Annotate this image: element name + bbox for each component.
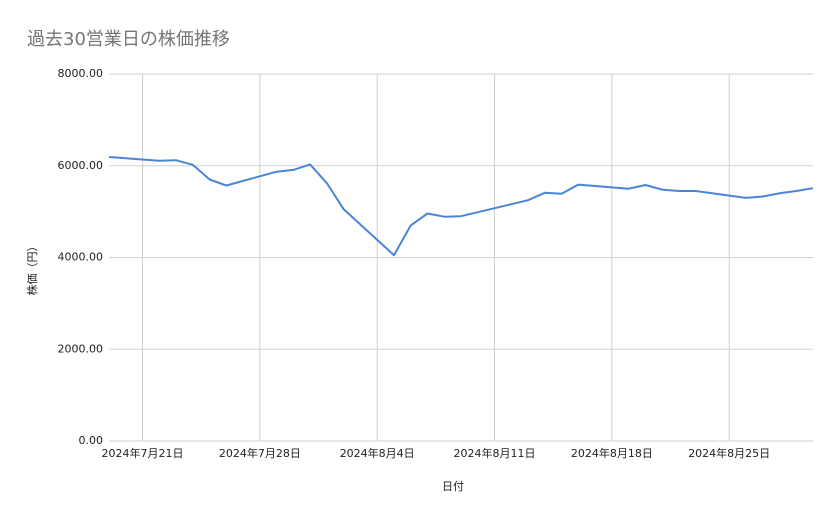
- chart-title: 過去30営業日の株価推移: [27, 29, 230, 50]
- y-tick-label: 0.00: [79, 434, 104, 447]
- y-tick-label: 2000.00: [58, 342, 104, 355]
- data-line: [108, 156, 814, 257]
- x-axis-label: 日付: [442, 480, 464, 493]
- x-tick-label: 2024年7月28日: [219, 446, 301, 460]
- y-tick-label: 4000.00: [58, 251, 104, 264]
- x-tick-label: 2024年8月25日: [688, 446, 770, 460]
- x-tick-label: 2024年8月18日: [571, 446, 653, 460]
- x-tick-label: 2024年8月11日: [454, 446, 536, 460]
- y-axis-label: 株価（円）: [25, 241, 39, 296]
- y-tick-label: 6000.00: [58, 159, 104, 172]
- x-tick-label: 2024年7月21日: [102, 446, 184, 460]
- y-tick-label: 8000.00: [58, 67, 104, 80]
- x-tick-label: 2024年8月4日: [340, 446, 415, 460]
